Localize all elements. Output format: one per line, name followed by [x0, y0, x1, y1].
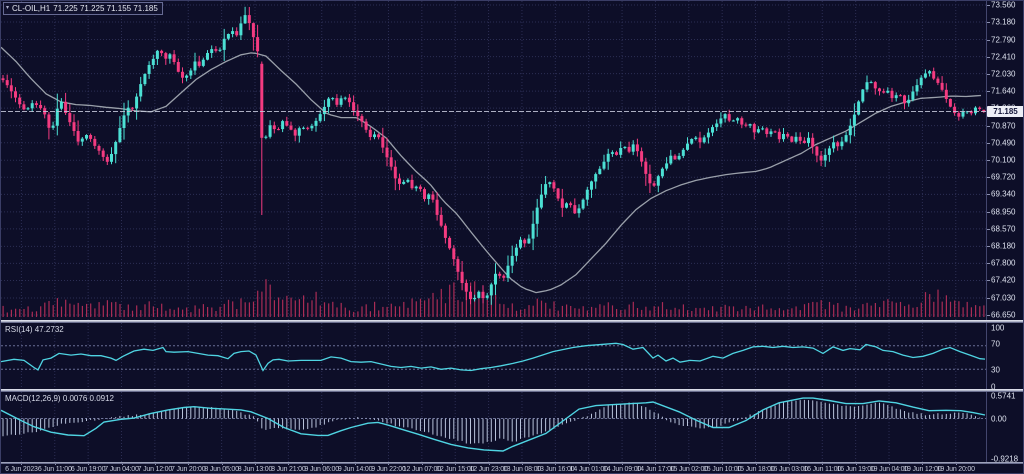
- time-axis-label: 14 Jun 01:00: [569, 466, 608, 473]
- rsi-chart-canvas[interactable]: [1, 323, 986, 389]
- time-axis[interactable]: 6 Jun 2023 6 Jun 11:00 6 Jun 19:00 7 Jun 04…: [1, 462, 1023, 473]
- time-axis-label: 12 Jun 07:00: [402, 466, 441, 473]
- time-axis-label: 8 Jun 05:00: [204, 466, 239, 473]
- price-axis-label: 71.640: [991, 86, 1016, 96]
- macd-axis-label: -0.9218: [991, 454, 1019, 464]
- axis-tick: [987, 22, 990, 24]
- price-axis-label: 70.870: [991, 121, 1016, 131]
- time-axis-label: 9 Jun 14:00: [337, 466, 373, 473]
- time-axis-label: 14 Jun 09:00: [603, 466, 642, 473]
- time-axis-label: 6 Jun 11:00: [37, 466, 72, 473]
- time-axis-label: 6 Jun 19:00: [70, 466, 106, 473]
- time-axis-label: 19 Jun 20:00: [936, 466, 975, 473]
- axis-tick: [987, 160, 990, 162]
- axis-tick: [987, 56, 990, 58]
- price-axis-label: 70.100: [991, 155, 1016, 165]
- axis-tick: [987, 246, 990, 248]
- axis-tick: [987, 263, 990, 265]
- rsi-axis-label: 100: [991, 323, 1005, 333]
- axis-tick: [987, 177, 990, 179]
- macd-signal-value: 0.0912: [89, 394, 114, 403]
- macd-label: MACD(12,26,9) 0.0076 0.0912: [5, 394, 114, 403]
- axis-tick: [987, 39, 990, 41]
- panel-separator: [1, 462, 1023, 464]
- time-axis-label: 15 Jun 18:00: [736, 466, 775, 473]
- ohlc-values: 71.225 71.225 71.155 71.185: [53, 4, 158, 13]
- axis-tick: [987, 228, 990, 230]
- time-axis-label: 6 Jun 2023: [5, 466, 38, 473]
- axis-tick: [987, 315, 990, 316]
- time-axis-label: 9 Jun 22:00: [371, 466, 406, 473]
- chart-title[interactable]: ▾ CL-OIL,H1 71.225 71.225 71.155 71.185: [3, 2, 163, 15]
- axis-tick: [987, 5, 990, 6]
- current-price-tag: 71.185: [987, 106, 1023, 118]
- time-axis-label: 8 Jun 21:00: [271, 466, 306, 473]
- time-axis-label: 19 Jun 04:00: [869, 466, 909, 473]
- rsi-axis-label: 30: [991, 365, 1000, 375]
- symbol-label: CL-OIL,H1: [12, 4, 51, 13]
- rsi-label: RSI(14) 47.2732: [5, 325, 64, 334]
- time-axis-label: 13 Jun 08:00: [502, 466, 541, 473]
- time-axis-label: 12 Jun 15:00: [436, 466, 475, 473]
- rsi-value: 47.2732: [34, 325, 64, 334]
- price-axis-label: 68.950: [991, 207, 1016, 217]
- price-axis-label: 68.570: [991, 224, 1016, 234]
- time-axis-label: 13 Jun 16:00: [536, 466, 575, 473]
- price-axis-label: 67.420: [991, 275, 1016, 285]
- time-axis-label: 15 Jun 02:00: [669, 466, 708, 473]
- axis-tick: [987, 211, 990, 213]
- panel-separator[interactable]: [1, 320, 1023, 323]
- dropdown-arrow-icon[interactable]: ▾: [6, 5, 10, 11]
- time-axis-label: 7 Jun 04:00: [104, 466, 139, 473]
- axis-tick: [987, 142, 990, 144]
- macd-axis-label: 0.00: [991, 414, 1007, 423]
- price-axis-label: 72.030: [991, 69, 1016, 79]
- price-axis-label: 67.800: [991, 258, 1016, 268]
- time-axis-label: 19 Jun 12:00: [903, 466, 942, 473]
- rsi-axis-label: 70: [991, 339, 1000, 349]
- panel-separator[interactable]: [1, 389, 1023, 392]
- macd-chart-canvas[interactable]: [1, 392, 986, 462]
- time-axis-label: 12 Jun 23:00: [469, 466, 508, 473]
- time-axis-label: 16 Jun 03:00: [769, 466, 808, 473]
- macd-name: MACD(12,26,9): [5, 394, 61, 403]
- price-axis-label: 68.180: [991, 241, 1016, 251]
- time-axis-label: 14 Jun 17:00: [636, 466, 675, 473]
- axis-tick: [987, 194, 990, 196]
- price-axis[interactable]: 73.56073.18072.79072.41072.03071.64071.2…: [986, 0, 1023, 464]
- time-axis-label: 9 Jun 06:00: [304, 466, 340, 473]
- price-axis-label: 73.560: [991, 0, 1016, 10]
- time-axis-label: 15 Jun 10:00: [703, 466, 742, 473]
- macd-axis-label: 0.5741: [991, 391, 1016, 401]
- price-axis-label: 66.650: [991, 310, 1016, 320]
- price-axis-label: 73.180: [991, 17, 1016, 27]
- axis-tick: [987, 125, 990, 127]
- axis-tick: [987, 73, 990, 75]
- time-axis-label: 16 Jun 11:00: [803, 466, 842, 473]
- axis-tick: [987, 297, 990, 299]
- rsi-axis-label: 0: [991, 382, 996, 392]
- price-axis-label: 69.720: [991, 172, 1016, 182]
- time-axis-label: 7 Jun 12:00: [137, 466, 173, 473]
- price-axis-label: 69.340: [991, 189, 1016, 199]
- macd-main-value: 0.0076: [62, 394, 88, 403]
- price-axis-label: 72.410: [991, 52, 1016, 62]
- time-axis-label: 7 Jun 20:00: [171, 466, 206, 473]
- axis-tick: [987, 91, 990, 93]
- axis-tick: [987, 280, 990, 282]
- price-axis-label: 72.790: [991, 35, 1016, 45]
- time-axis-label: 16 Jun 19:00: [836, 466, 875, 473]
- rsi-name: RSI(14): [5, 325, 33, 334]
- price-axis-label: 70.490: [991, 138, 1016, 148]
- price-chart-canvas[interactable]: [1, 1, 986, 320]
- time-axis-label: 8 Jun 13:00: [237, 466, 273, 473]
- price-axis-label: 67.030: [991, 293, 1016, 303]
